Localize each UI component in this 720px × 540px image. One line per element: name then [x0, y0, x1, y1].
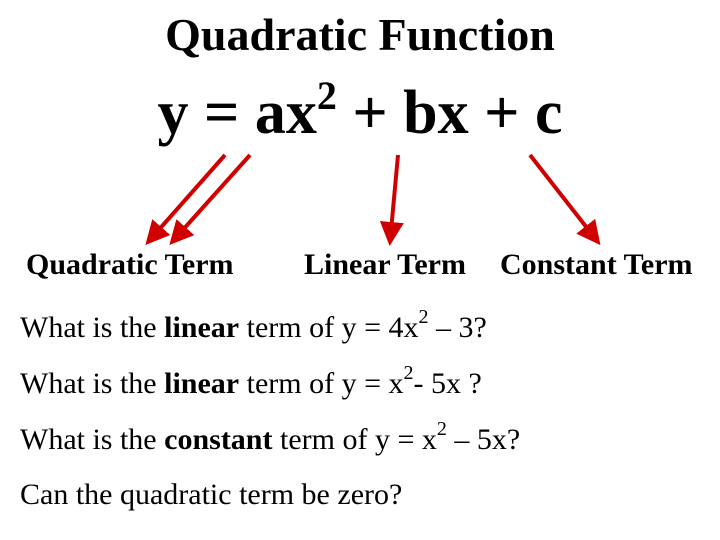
- label-constant-term: Constant Term: [500, 248, 693, 282]
- q1-sup: 2: [419, 306, 429, 328]
- q1-part3: – 3?: [429, 311, 487, 344]
- q3-sup: 2: [437, 418, 447, 440]
- arrow-constant: [530, 155, 598, 242]
- q2-part3: - 5x ?: [414, 367, 482, 400]
- question-1: What is the linear term of y = 4x2 – 3?: [20, 306, 487, 345]
- q3-part2: term of y = x: [272, 423, 436, 456]
- q3-bold: constant: [164, 423, 272, 456]
- q2-part2: term of y = x: [239, 367, 403, 400]
- q2-bold: linear: [164, 367, 239, 400]
- q2-sup: 2: [404, 362, 414, 384]
- slide: Quadratic Function y = ax2 + bx + c Quad…: [0, 0, 720, 540]
- q2-part1: What is the: [20, 367, 164, 400]
- arrow-linear: [390, 155, 398, 242]
- q1-bold: linear: [164, 311, 239, 344]
- question-4: Can the quadratic term be zero?: [20, 478, 402, 512]
- question-2: What is the linear term of y = x2- 5x ?: [20, 362, 482, 401]
- label-linear-term: Linear Term: [304, 248, 466, 282]
- label-quadratic-term: Quadratic Term: [26, 248, 234, 282]
- q3-part3: – 5x?: [447, 423, 520, 456]
- q3-part1: What is the: [20, 423, 164, 456]
- q1-part2: term of y = 4x: [239, 311, 418, 344]
- question-3: What is the constant term of y = x2 – 5x…: [20, 418, 520, 457]
- q1-part1: What is the: [20, 311, 164, 344]
- q4-part1: Can the quadratic term be zero?: [20, 478, 402, 511]
